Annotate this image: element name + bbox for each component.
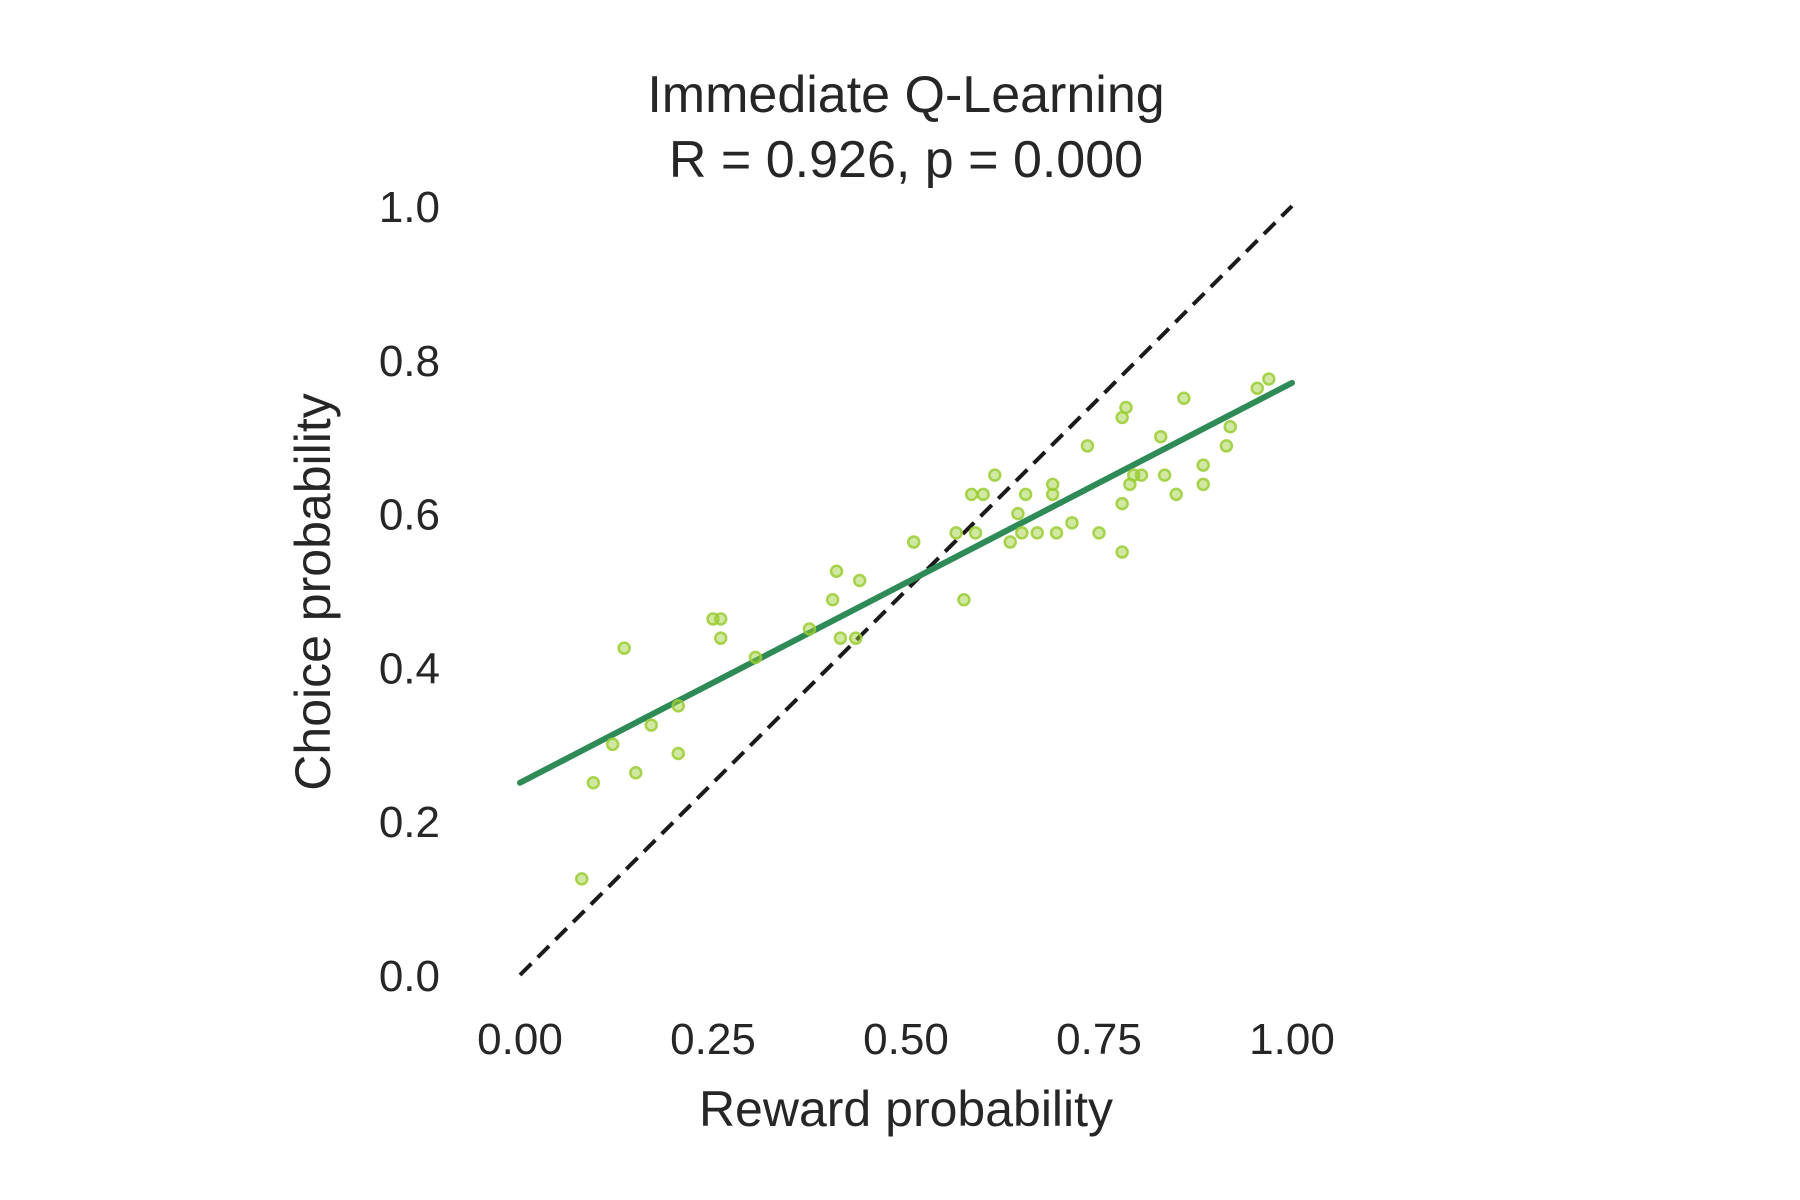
scatter-points (575, 372, 1276, 886)
data-point (1018, 487, 1033, 502)
data-point (1169, 487, 1183, 502)
chart-title: Immediate Q-Learning (647, 66, 1164, 124)
y-tick-label: 0.8 (379, 337, 440, 386)
data-point (1223, 419, 1237, 434)
x-tick-label: 0.75 (1056, 1015, 1142, 1064)
data-point (1003, 535, 1017, 549)
y-axis-label: Choice probability (285, 393, 341, 790)
data-point (825, 592, 840, 607)
y-tick-label: 1.0 (379, 183, 440, 232)
data-point (957, 592, 971, 607)
y-tick-label: 0.4 (379, 644, 440, 693)
data-point (671, 746, 686, 761)
data-point (829, 564, 844, 579)
data-point (713, 612, 728, 626)
data-point (1115, 496, 1129, 511)
y-axis-ticks: 0.0 0.2 0.4 0.6 0.8 1.0 (379, 183, 440, 1001)
chart-lines (517, 204, 1295, 977)
data-point (906, 535, 921, 549)
data-point (629, 766, 643, 780)
data-point (1134, 468, 1149, 482)
y-tick-label: 0.6 (379, 491, 440, 540)
data-point (1115, 545, 1129, 559)
data-point (976, 487, 990, 502)
x-tick-label: 1.00 (1249, 1015, 1335, 1064)
data-point (849, 631, 863, 645)
chart-subtitle: R = 0.926, p = 0.000 (669, 131, 1143, 189)
data-point (1250, 381, 1265, 396)
data-point (1196, 477, 1210, 492)
data-point (1119, 400, 1133, 415)
data-point (949, 526, 963, 540)
data-point (1030, 526, 1044, 540)
y-tick-label: 0.2 (379, 798, 440, 847)
data-point (1011, 506, 1025, 521)
data-point (1080, 439, 1095, 453)
data-point (1177, 391, 1191, 405)
data-point (988, 468, 1002, 482)
x-axis-ticks: 0.00 0.25 0.50 0.75 1.00 (477, 1015, 1335, 1064)
x-tick-label: 0.50 (863, 1015, 949, 1064)
data-point (852, 573, 867, 588)
data-point (1196, 458, 1210, 472)
data-point (1049, 526, 1064, 540)
data-point (1045, 487, 1060, 502)
data-point (671, 699, 686, 713)
regression-line (517, 379, 1295, 786)
y-tick-label: 0.0 (379, 952, 440, 1001)
data-point (586, 776, 601, 790)
data-point (713, 631, 728, 645)
identity-line (518, 204, 1294, 977)
data-point (748, 650, 763, 665)
data-point (575, 872, 589, 886)
data-point (968, 526, 983, 540)
data-point (1219, 439, 1234, 453)
data-point (1262, 372, 1276, 386)
data-point (833, 631, 848, 645)
data-point (1015, 526, 1029, 540)
data-point (617, 641, 631, 655)
data-point (1154, 429, 1168, 444)
data-point (1157, 468, 1172, 482)
data-point (1092, 526, 1106, 540)
data-point (802, 622, 817, 636)
data-point (605, 737, 620, 752)
x-axis-label: Reward probability (699, 1081, 1113, 1137)
data-point (644, 718, 658, 732)
x-tick-label: 0.00 (477, 1015, 563, 1064)
data-point (1065, 516, 1079, 530)
x-tick-label: 0.25 (670, 1015, 756, 1064)
data-point (964, 487, 979, 502)
